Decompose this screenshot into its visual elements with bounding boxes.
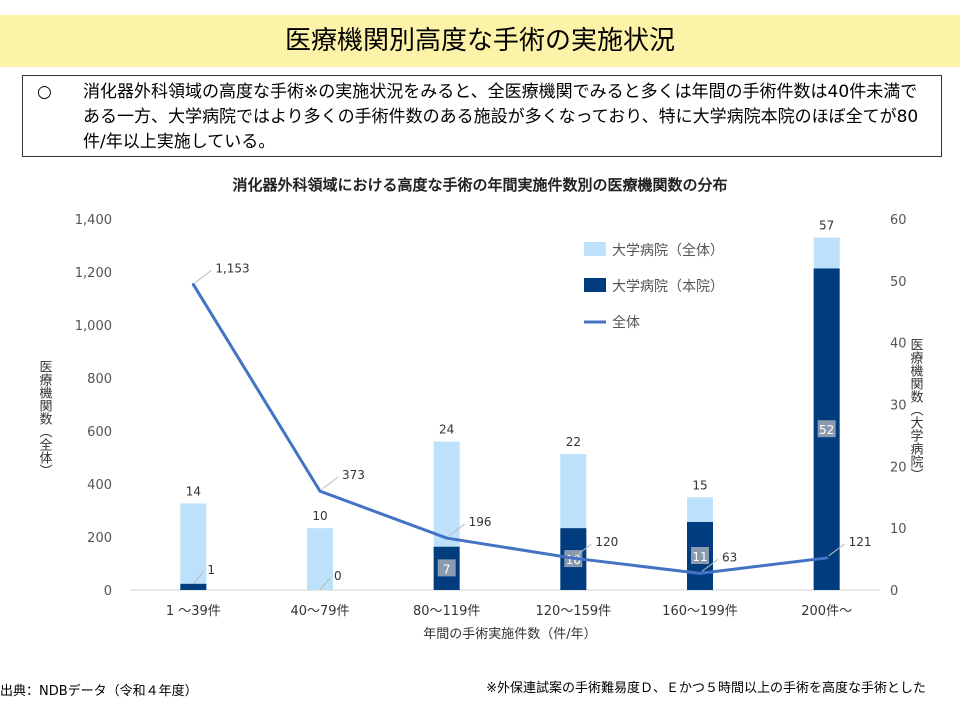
summary-text: 消化器外科領域の高度な手術※の実施状況をみると、全医療機関でみると多くは年間の手…: [83, 82, 919, 152]
data-label-univ-all: 10: [312, 509, 327, 523]
data-label-total: 196: [469, 515, 492, 529]
line-total-point: [825, 556, 829, 560]
x-tick-label: 200件～: [801, 604, 852, 619]
summary-box: ○ 消化器外科領域の高度な手術※の実施状況をみると、全医療機関でみると多くは年間…: [22, 75, 942, 157]
y-left-tick-label: 1,200: [75, 266, 112, 281]
data-label-bg: [437, 559, 456, 577]
y-left-tick-label: 1,400: [75, 213, 112, 228]
legend-label-univ-main: 大学病院（本院）: [612, 279, 724, 295]
x-axis-title: 年間の手術実施件数（件/年）: [423, 626, 596, 642]
data-label-univ-main: 0: [334, 569, 342, 583]
x-tick-label: 1 ～39件: [166, 604, 221, 619]
data-label-univ-main: 11: [692, 550, 707, 564]
y-left-axis-title: 医療機関数（全体）: [37, 360, 53, 477]
y-right-tick-label: 40: [890, 337, 907, 352]
data-label-univ-main: 1: [207, 563, 215, 577]
line-label-leader: [321, 476, 339, 490]
data-label-univ-all: 15: [692, 478, 707, 492]
bar-univ-all: [180, 503, 207, 590]
data-label-total: 63: [722, 550, 737, 564]
data-label-leader: [192, 571, 204, 585]
chart-title: 消化器外科領域における高度な手術の年間実施件数別の医療機関数の分布: [232, 176, 727, 194]
data-label-univ-all: 14: [186, 484, 201, 498]
y-right-tick-label: 20: [890, 460, 907, 475]
y-right-tick-label: 50: [890, 275, 907, 290]
line-label-leader: [448, 523, 465, 537]
y-right-tick-label: 60: [890, 213, 907, 228]
line-total-point: [698, 571, 702, 575]
data-label-univ-all: 22: [566, 435, 581, 449]
chart: 消化器外科領域における高度な手術の年間実施件数別の医療機関数の分布0200400…: [37, 176, 924, 642]
line-total-point: [445, 536, 449, 540]
x-tick-label: 120～159件: [536, 604, 612, 619]
data-label-univ-main: 52: [819, 423, 834, 437]
y-left-tick-label: 1,000: [75, 319, 112, 334]
data-label-total: 1,153: [215, 261, 249, 275]
source-note: 出典：NDBデータ（令和４年度）: [0, 684, 198, 699]
y-right-tick-label: 0: [890, 584, 898, 599]
data-label-univ-main: 7: [443, 562, 451, 576]
y-right-tick-label: 10: [890, 522, 907, 537]
footnote: ※外保連試案の手術難易度Ｄ、Ｅかつ５時間以上の手術を高度な手術とした: [486, 681, 926, 696]
y-right-tick-label: 30: [890, 399, 907, 414]
legend-swatch-univ-main: [584, 278, 606, 292]
x-tick-label: 160～199件: [662, 604, 738, 619]
data-label-total: 373: [342, 468, 365, 482]
summary-bullet: ○: [37, 82, 52, 102]
legend-swatch-univ-all: [584, 242, 606, 256]
data-label-univ-all: 24: [439, 423, 454, 437]
line-total-point: [318, 489, 322, 493]
data-label-total: 121: [849, 535, 872, 549]
data-label-univ-all: 57: [819, 219, 834, 233]
line-total-point: [191, 282, 195, 286]
y-left-tick-label: 200: [87, 531, 112, 546]
data-label-leader: [319, 577, 331, 591]
line-label-leader: [701, 558, 719, 572]
y-left-tick-label: 600: [87, 425, 112, 440]
y-left-tick-label: 0: [104, 584, 112, 599]
x-tick-label: 80～119件: [413, 604, 480, 619]
data-label-bg: [817, 420, 836, 438]
line-label-leader: [828, 543, 845, 557]
data-label-bg: [691, 546, 709, 564]
data-label-total: 120: [595, 535, 618, 549]
x-tick-label: 40～79件: [290, 604, 349, 619]
y-right-axis-title: 医療機関数（大学病院）: [908, 338, 924, 481]
bar-univ-main: [180, 583, 207, 590]
bar-univ-all: [307, 528, 333, 590]
line-total: [192, 283, 827, 575]
page-title: 医療機関別高度な手術の実施状況: [0, 15, 960, 67]
y-left-tick-label: 400: [87, 478, 112, 493]
line-label-leader: [575, 543, 592, 557]
line-label-leader: [195, 270, 212, 283]
y-left-tick-label: 800: [87, 372, 112, 387]
line-total-point: [571, 556, 575, 560]
legend-label-univ-all: 大学病院（全体）: [612, 242, 724, 259]
legend-label-total: 全体: [612, 314, 640, 331]
